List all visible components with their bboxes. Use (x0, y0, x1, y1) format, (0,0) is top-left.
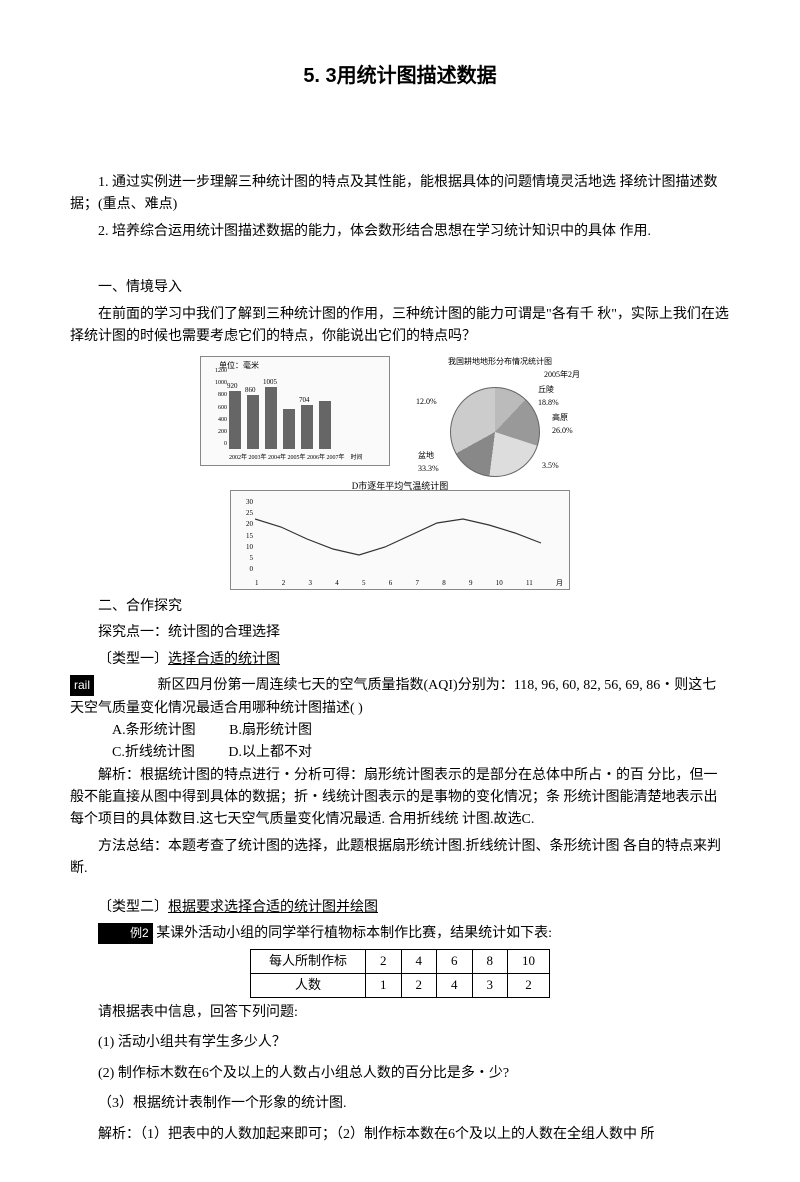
section1-body: 在前面的学习中我们了解到三种统计图的作用，三种统计图的能力可谓是"各有千 秋"，… (70, 304, 730, 349)
section2-title: 二、合作探究 (70, 596, 730, 618)
method-summary: 方法总结：本题考查了统计图的选择，此题根据扇形统计图.折线统计图、条形统计图 各… (70, 836, 730, 881)
questions-intro: 请根据表中信息，回答下列问题: (70, 1002, 730, 1024)
line-svg (255, 499, 555, 571)
table-row: 人数1 24 32 (250, 974, 549, 998)
example1-tag: rail (70, 675, 94, 696)
line-yaxis: 3025 2015 105 0 (233, 497, 253, 575)
page-title: 5. 3用统计图描述数据 (70, 60, 730, 92)
example1: rail 新区四月份第一周连续七天的空气质量指数(AQI)分别为：118, 96… (70, 675, 730, 720)
intro-p1: 1. 通过实例进一步理解三种统计图的特点及其性能，能根据具体的问题情境灵活地选 … (70, 172, 730, 217)
table-row: 每人所制作标2 46 810 (250, 950, 549, 974)
pie-chart-wrap: 我国耕地地形分布情况统计图 2005年2月 丘陵 18.8%高原 26.0%12… (400, 356, 600, 482)
charts-row: 单位：毫米 12001000 800600 400200 0 920860100… (70, 356, 730, 482)
opt-b: B.扇形统计图 (229, 720, 312, 742)
intro-p2: 2. 培养综合运用统计图描述数据的能力，体会数形结合思想在学习统计知识中的具体 … (70, 221, 730, 243)
question-list: (1) 活动小组共有学生多少人？ (2) 制作标木数在6个及以上的人数占小组总人… (98, 1032, 730, 1115)
example2-tag: 例2 (98, 923, 153, 944)
opt-d: D.以上都不对 (228, 742, 312, 764)
opt-c: C.折线统计图 (112, 742, 195, 764)
line-xaxis: 12 34 56 78 910 11月 (255, 578, 563, 589)
example2: 例2 某课外活动小组的同学举行植物标本制作比赛，结果统计如下表: (70, 923, 730, 945)
pie-chart: 丘陵 18.8%高原 26.0%12.0%盆地 33.3%3.5% (410, 382, 590, 482)
section1-title: 一、情境导入 (70, 277, 730, 299)
example2-body: 某课外活动小组的同学举行植物标本制作比赛，结果统计如下表: (156, 926, 552, 941)
options-row1: A.条形统计图 B.扇形统计图 (112, 720, 730, 742)
bar-xaxis: 2002年 2003年 2004年 2005年 2006年 2007年 时间 (229, 454, 385, 464)
line-chart: D市逐年平均气温统计图 3025 2015 105 0 12 34 56 78 … (230, 490, 570, 590)
analysis: 解析：根据统计图的特点进行・分析可得：扇形统计图表示的是部分在总体中所占・的百 … (70, 765, 730, 832)
data-table: 每人所制作标2 46 810 人数1 24 32 (250, 949, 550, 998)
type2: 〔类型二〕根据要求选择合适的统计图并绘图 (70, 897, 730, 919)
q3: （3）根据统计表制作一个形象的统计图. (98, 1093, 730, 1115)
explore1: 探究点一：统计图的合理选择 (70, 622, 730, 644)
type1: 〔类型一〕选择合适的统计图 (70, 649, 730, 671)
pie-subtitle: 2005年2月 (400, 369, 580, 382)
example1-body: 新区四月份第一周连续七天的空气质量指数(AQI)分别为：118, 96, 60,… (70, 678, 716, 715)
q2: (2) 制作标木数在6个及以上的人数占小组总人数的百分比是多・少? (98, 1063, 730, 1085)
bar-chart: 单位：毫米 12001000 800600 400200 0 920860100… (200, 356, 390, 466)
options-row2: C.折线统计图 D.以上都不对 (112, 742, 730, 764)
pie-title: 我国耕地地形分布情况统计图 (400, 356, 600, 369)
bar-yaxis: 12001000 800600 400200 0 (203, 367, 227, 449)
final-analysis: 解析：（1）把表中的人数加起来即可；（2）制作标本数在6个及以上的人数在全组人数… (70, 1124, 730, 1146)
q1: (1) 活动小组共有学生多少人？ (98, 1032, 730, 1054)
opt-a: A.条形统计图 (112, 720, 196, 742)
line-title: D市逐年平均气温统计图 (231, 479, 569, 493)
